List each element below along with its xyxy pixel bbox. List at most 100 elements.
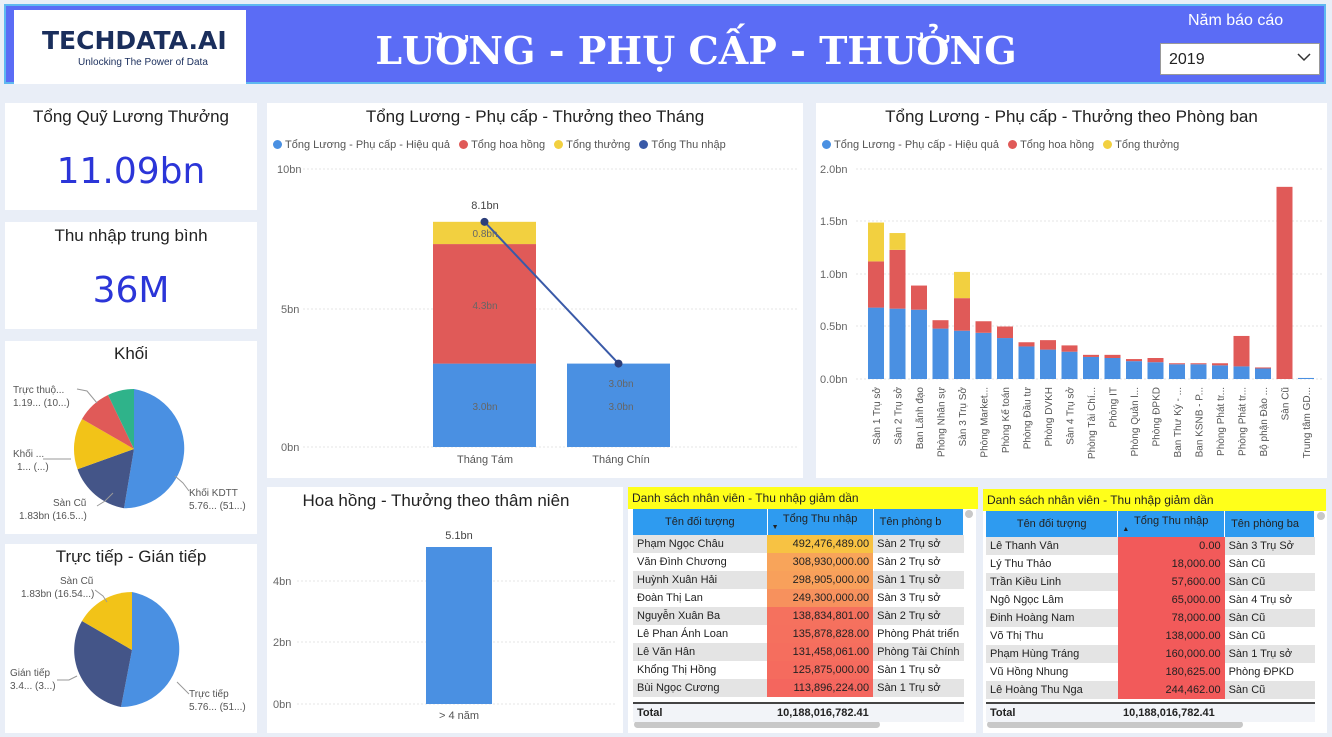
pie-khoi-card: Khối Trực thuộ... 1.19... (10...) Khối .… <box>5 341 257 534</box>
table-row[interactable]: Lê Thanh Vân 0.00 Sàn 3 Trụ Sở <box>986 537 1315 555</box>
table-left-hscrollbar[interactable] <box>634 721 880 728</box>
pie-khoi-label-0b: 1.19... (10...) <box>13 398 70 409</box>
table-row[interactable]: Khổng Thị Hồng 125,875,000.00 Sàn 1 Trụ sở <box>633 661 964 679</box>
table-row[interactable]: Đinh Hoàng Nam 78,000.00 Sàn Cũ <box>986 609 1315 627</box>
logo-tagline: Unlocking The Power of Data <box>78 57 208 68</box>
table-row[interactable]: Đoàn Thị Lan 249,300,000.00 Sàn 3 Trụ sở <box>633 589 964 607</box>
col-header-income[interactable]: Tổng Thu nhập ▲ <box>1117 511 1226 537</box>
cell-income: 65,000.00 <box>1117 591 1225 609</box>
monthly-y-tick-10: 10bn <box>277 164 301 176</box>
table-row[interactable]: Văn Đình Chương 308,930,000.00 Sàn 2 Trụ s… <box>633 553 964 571</box>
cell-income: 138,000.00 <box>1117 627 1225 645</box>
table-row[interactable]: Phạm Ngọc Châu 492,476,489.00 Sàn 2 Trụ sở <box>633 535 964 553</box>
table-row[interactable]: Bùi Ngọc Cương 113,896,224.00 Sàn 1 Trụ sở <box>633 679 964 697</box>
dept-bar-5-series-1 <box>975 321 992 333</box>
table-right-scrollbar[interactable] <box>1317 512 1325 520</box>
seniority-y-tick-2: 2bn <box>273 637 291 649</box>
col-header-name[interactable]: Tên đối tượng <box>986 511 1119 537</box>
dept-bar-18-series-1 <box>1255 367 1271 369</box>
cell-dept: Sàn Cũ <box>1224 609 1315 627</box>
col-header-income[interactable]: Tổng Thu nhập ▼ <box>767 509 874 535</box>
table-row[interactable]: Ngô Ngọc Lâm 65,000.00 Sàn 4 Trụ sở <box>986 591 1315 609</box>
legend-item-hoa-hong: Tổng hoa hồng <box>1008 139 1094 151</box>
dept-bar-2-series-1 <box>911 285 927 310</box>
chevron-down-icon <box>1297 53 1311 62</box>
year-dropdown[interactable]: 2019 <box>1160 43 1320 75</box>
dept-chart-card: Tổng Lương - Phụ cấp - Thưởng theo Phòng… <box>816 103 1327 478</box>
table-left-banner: Danh sách nhân viên - Thu nhập giảm dần <box>628 487 978 509</box>
cell-name: Lê Phan Ánh Loan <box>633 625 768 643</box>
pie-tt-card: Trực tiếp - Gián tiếp Sàn Cũ 1.83bn (16.… <box>5 544 257 733</box>
table-row[interactable]: Phạm Hùng Tráng 160,000.00 Sàn 1 Trụ sở <box>986 645 1315 663</box>
logo: TECHDATA.AI Unlocking The Power of Data <box>14 10 246 84</box>
table-row[interactable]: Lý Thu Thảo 18,000.00 Sàn Cũ <box>986 555 1315 573</box>
dept-x-label: Bộ phận Đào ... <box>1259 387 1270 457</box>
col-header-name[interactable]: Tên đối tượng <box>633 509 768 535</box>
seniority-chart-card: Hoa hồng - Thưởng theo thâm niên 4bn 2bn… <box>267 487 623 733</box>
dept-bar-4-series-1 <box>954 298 970 331</box>
dept-bar-3-series-1 <box>932 320 949 329</box>
dept-x-label: Phòng Phát tr... <box>1216 387 1227 456</box>
table-row[interactable]: Nguyễn Xuân Ba 138,834,801.00 Sàn 2 Trụ sở <box>633 607 964 625</box>
monthly-seg-label-hh: 4.3bn <box>472 301 497 312</box>
dept-chart-title: Tổng Lương - Phụ cấp - Thưởng theo Phòng… <box>885 107 1258 126</box>
monthly-total-line <box>483 221 620 365</box>
pie-tt-label-1a: Gián tiếp <box>10 667 50 679</box>
pie-slice-khoi-other <box>73 419 134 470</box>
cell-dept: Phòng ĐPKD <box>1224 663 1315 681</box>
monthly-seg-label-thuong: 0.8bn <box>472 229 497 240</box>
cell-name: Nguyễn Xuân Ba <box>633 607 768 625</box>
table-row[interactable]: Lê Phan Ánh Loan 135,878,828.00 Phòng Phát… <box>633 625 964 643</box>
table-row[interactable]: Võ Thị Thu 138,000.00 Sàn Cũ <box>986 627 1315 645</box>
kpi-total-value: 11.09bn <box>56 151 206 192</box>
table-right-hscrollbar[interactable] <box>987 721 1243 728</box>
dept-bar-6-series-0 <box>997 338 1013 379</box>
dept-bar-16-series-1 <box>1212 363 1228 366</box>
pie-tt-chart: Sàn Cũ 1.83bn (16.54...) Gián tiếp 3.4..… <box>10 576 246 713</box>
monthly-total-label: 8.1bn <box>471 200 499 212</box>
dept-x-label: Sàn 1 Trụ sở <box>871 387 883 445</box>
cell-income: 308,930,000.00 <box>767 553 874 571</box>
cell-dept: Sàn 1 Trụ sở <box>1224 645 1315 663</box>
col-header-dept[interactable]: Tên phòng b <box>873 509 965 535</box>
table-right-total-value: 10,188,016,782.41 <box>1123 707 1215 719</box>
table-left-scrollbar[interactable] <box>965 510 973 518</box>
cell-income: 249,300,000.00 <box>767 589 874 607</box>
cell-income: 78,000.00 <box>1117 609 1225 627</box>
dept-x-label: Phòng DVKH <box>1044 387 1055 446</box>
cell-name: Lê Hoàng Thu Nga <box>986 681 1118 699</box>
seniority-value-label: 5.1bn <box>445 530 473 542</box>
legend-item-hoa-hong: Tổng hoa hồng <box>459 139 545 151</box>
cell-dept: Sàn 2 Trụ sở <box>873 535 964 553</box>
table-left: Tên đối tượng Tổng Thu nhập ▼ Tên phòng b… <box>633 509 965 697</box>
dept-bar-19-series-1 <box>1276 186 1293 379</box>
dept-bar-15-series-0 <box>1190 364 1207 379</box>
dept-x-label: Ban KSNB - P... <box>1195 387 1206 457</box>
kpi-avg-card: Thu nhập trung bình 36M <box>5 222 257 329</box>
seniority-chart-svg: 4bn 2bn 0bn 5.1bn > 4 năm <box>273 530 617 722</box>
table-row[interactable]: Trần Kiều Linh 57,600.00 Sàn Cũ <box>986 573 1315 591</box>
cell-name: Bùi Ngọc Cương <box>633 679 768 697</box>
dept-x-label: Phòng Quản l... <box>1130 387 1141 457</box>
pie-slice-truc-tiep <box>121 592 180 708</box>
dept-bar-12-series-0 <box>1126 361 1142 379</box>
table-row[interactable]: Vũ Hồng Nhung 180,625.00 Phòng ĐPKD <box>986 663 1315 681</box>
dept-bar-17-series-0 <box>1233 366 1250 379</box>
table-row[interactable]: Lê Văn Hân 131,458,061.00 Phòng Tài Chính <box>633 643 964 661</box>
table-left-total: Total 10,188,016,782.41 <box>633 702 964 722</box>
dept-bar-11-series-0 <box>1104 358 1121 379</box>
dept-x-label: Phòng Phát tr... <box>1238 387 1249 456</box>
dept-bar-16-series-0 <box>1212 365 1228 379</box>
cell-income: 125,875,000.00 <box>767 661 874 679</box>
dept-bar-0-series-1 <box>868 261 884 308</box>
cell-name: Lê Văn Hân <box>633 643 768 661</box>
dept-bar-14-series-1 <box>1169 363 1185 365</box>
cell-income: 138,834,801.00 <box>767 607 874 625</box>
table-row[interactable]: Huỳnh Xuân Hải 298,905,000.00 Sàn 1 Trụ sở <box>633 571 964 589</box>
table-row[interactable]: Lê Hoàng Thu Nga 244,462.00 Sàn Cũ <box>986 681 1315 699</box>
pie-slice-san-cu <box>82 592 132 650</box>
cell-dept: Phòng Phát triển <box>873 625 964 643</box>
col-header-dept[interactable]: Tên phòng ba <box>1224 511 1315 537</box>
dept-bar-7-series-1 <box>1018 342 1035 347</box>
cell-dept: Sàn Cũ <box>1224 681 1315 699</box>
